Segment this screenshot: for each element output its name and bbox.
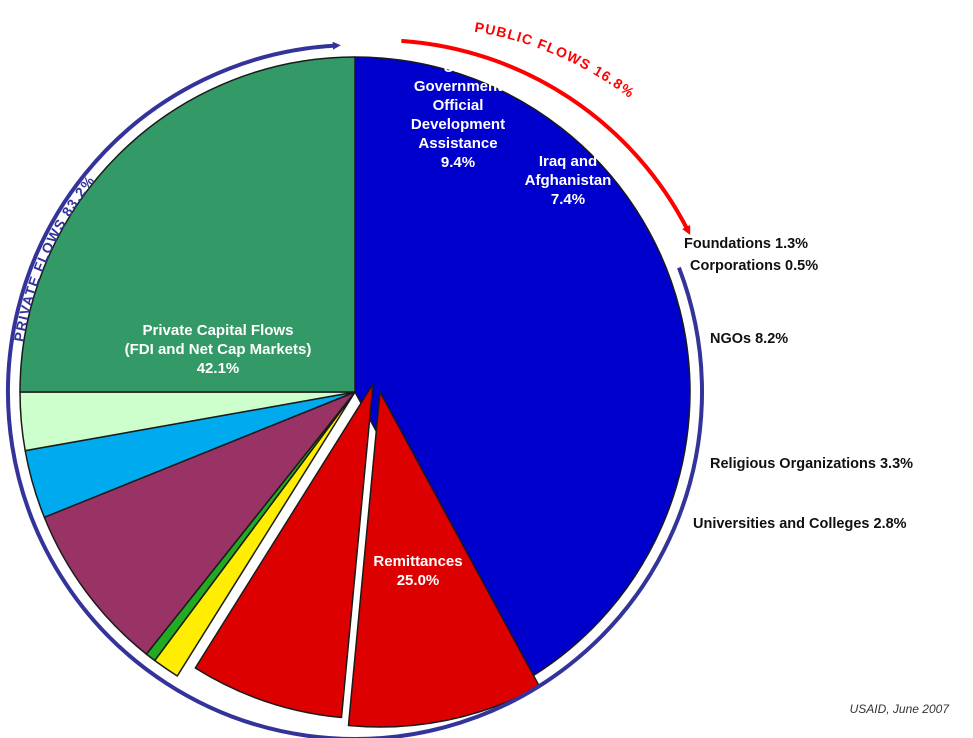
- slice-label-remittances: Remittances 25.0%: [373, 553, 462, 589]
- slice-label-foundations-1-3: Foundations 1.3%: [684, 236, 808, 252]
- slice-label-corporations-0-5: Corporations 0.5%: [690, 258, 818, 274]
- public-flows-arc: [401, 38, 691, 236]
- slice-label-private-capital-flows: Private Capital Flows (FDI and Net Cap Ma…: [125, 322, 312, 377]
- slice-label-u-s: U.S. Government Official Development Assista…: [411, 59, 505, 171]
- slice-label-universities-and-colleges-2-8: Universities and Colleges 2.8%: [693, 516, 907, 532]
- slice-label-religious-organizations-3-3: Religious Organizations 3.3%: [710, 456, 913, 472]
- slice-label-iraq-and: Iraq and Afghanistan 7.4%: [525, 153, 612, 208]
- source-credit: USAID, June 2007: [850, 702, 951, 716]
- slice-label-ngos-8-2: NGOs 8.2%: [710, 331, 788, 347]
- pie-slice-remittances: [19, 56, 356, 393]
- pie-slice-iraq-and: [194, 383, 374, 719]
- pie-slice-ngos-8-2: [43, 391, 356, 655]
- private-flows-arc: [6, 41, 704, 738]
